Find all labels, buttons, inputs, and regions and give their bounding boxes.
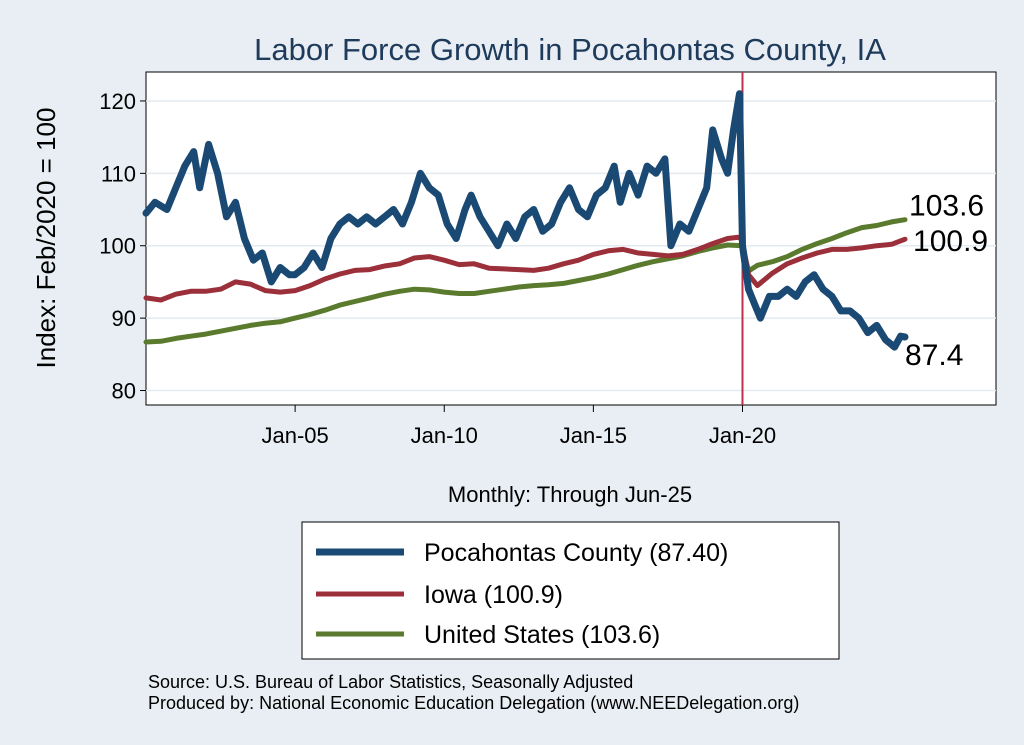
x-tick-label: Jan-10 xyxy=(411,423,478,448)
legend-label: Iowa (100.9) xyxy=(424,581,563,609)
series-line xyxy=(142,90,909,351)
legend-label: United States (103.6) xyxy=(424,621,660,649)
y-tick-label: 90 xyxy=(112,306,136,331)
legend-box xyxy=(301,521,840,660)
plot-area xyxy=(145,71,997,406)
y-axis-label: Index: Feb/2020 = 100 xyxy=(31,108,61,369)
x-tick-label: Jan-05 xyxy=(261,423,328,448)
producer-note: Produced by: National Economic Education… xyxy=(148,693,799,713)
series-lines xyxy=(142,90,909,351)
chart-title: Labor Force Growth in Pocahontas County,… xyxy=(254,32,886,67)
y-tick-label: 120 xyxy=(99,89,136,114)
end-label: 103.6 xyxy=(909,190,984,223)
y-tick-label: 80 xyxy=(112,379,136,404)
series-line xyxy=(143,234,908,303)
y-tick-label: 100 xyxy=(99,234,136,259)
legend: Pocahontas County (87.40) Iowa (100.9) Uni… xyxy=(316,539,728,649)
source-note: Source: U.S. Bureau of Labor Statistics,… xyxy=(148,672,633,692)
end-label: 87.4 xyxy=(905,339,963,372)
x-tick-label: Jan-15 xyxy=(560,423,627,448)
x-axis: Jan-05 Jan-10 Jan-15 Jan-20 xyxy=(261,405,776,448)
series-line xyxy=(143,217,908,345)
x-tick-label: Jan-20 xyxy=(709,423,776,448)
x-axis-label: Monthly: Through Jun-25 xyxy=(448,482,692,507)
end-label: 100.9 xyxy=(913,225,988,258)
legend-label: Pocahontas County (87.40) xyxy=(424,539,728,567)
y-tick-label: 110 xyxy=(101,161,136,186)
y-axis: 80 90 100 110 120 xyxy=(99,89,146,404)
